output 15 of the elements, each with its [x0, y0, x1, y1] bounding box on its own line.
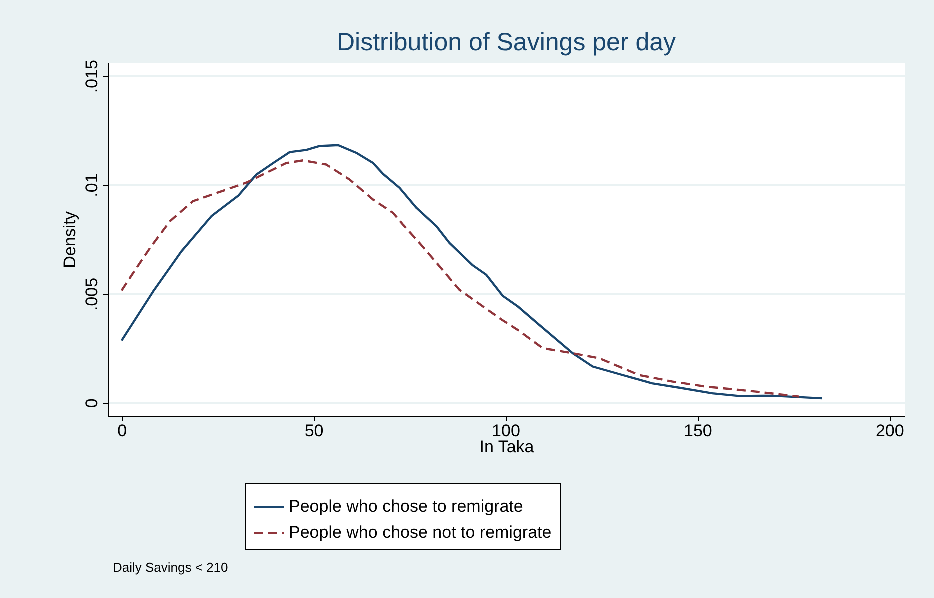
text: Daily Savings < 210 — [113, 560, 228, 575]
y-tick-label: 0 — [82, 398, 102, 408]
y-tick-label: .015 — [82, 60, 102, 94]
x-tick-label: 100 — [492, 422, 520, 440]
x-axis-title: In Taka — [480, 438, 535, 456]
y-tick-label: .01 — [82, 174, 102, 198]
y-axis-title: Density — [60, 211, 80, 268]
chart-title: Distribution of Savings per day — [336, 28, 677, 57]
legend-label: People who chose to remigrate — [289, 497, 524, 516]
x-tick-label: 200 — [876, 422, 904, 440]
y-tick-label: .005 — [82, 278, 102, 312]
x-tick-label: 50 — [304, 422, 324, 440]
legend-label: People who chose not to remigrate — [289, 523, 552, 542]
x-tick-label: 0 — [118, 422, 128, 440]
x-tick-label: 150 — [684, 422, 712, 440]
